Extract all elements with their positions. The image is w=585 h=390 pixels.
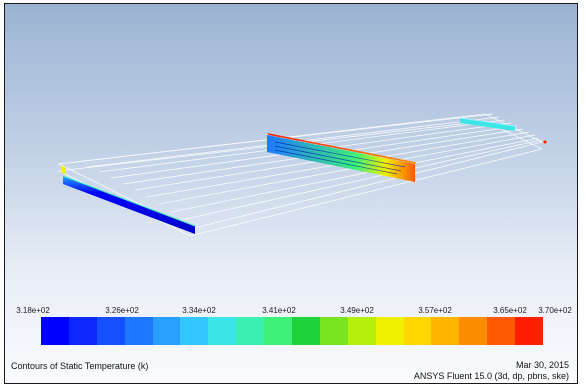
solver-info: ANSYS Fluent 15.0 (3d, dp, pbns, ske)	[413, 371, 569, 381]
colorbar-swatch	[152, 317, 181, 345]
heated-section[interactable]	[267, 133, 417, 182]
colorbar-swatch	[515, 317, 544, 345]
colorbar-tick-label: 3.34e+02	[182, 306, 216, 315]
colorbar-swatch	[208, 317, 237, 345]
graphics-window[interactable]: 3.18e+02 3.26e+02 3.34e+02 3.41e+02 3.49e+02…	[4, 3, 578, 384]
colorbar-swatch	[68, 317, 98, 345]
colorbar-tick-label: 3.57e+02	[418, 306, 452, 315]
colorbar-swatch	[41, 317, 70, 345]
colorbar-swatch	[487, 317, 516, 345]
model-viewport[interactable]	[5, 4, 577, 284]
colorbar-swatch	[459, 317, 488, 345]
colorbar-swatch	[96, 317, 126, 345]
colorbar-swatch	[236, 317, 265, 345]
contour-title: Contours of Static Temperature (k)	[11, 361, 149, 371]
colorbar-swatch	[264, 317, 293, 345]
colorbar-tick-label: 3.26e+02	[105, 306, 139, 315]
colorbar-swatch	[180, 317, 209, 345]
colorbar-swatch	[292, 317, 321, 345]
colorbar-swatch	[319, 317, 349, 345]
colorbar-tick-label: 3.49e+02	[340, 306, 374, 315]
colorbar-tick-label: 3.65e+02	[493, 306, 527, 315]
inlet-block[interactable]	[61, 166, 196, 234]
colorbar-swatch	[124, 317, 154, 345]
colorbar-tick-label: 3.18e+02	[16, 306, 50, 315]
colorbar-swatch	[431, 317, 460, 345]
colorbar-tick-label: 3.70e+02	[538, 306, 572, 315]
colorbar-swatch	[375, 317, 405, 345]
colorbar-swatch	[347, 317, 377, 345]
mesh-outline	[57, 113, 544, 237]
colorbar-tick-label: 3.41e+02	[262, 306, 296, 315]
colorbar-swatch	[403, 317, 432, 345]
outlet-block[interactable]	[459, 117, 547, 144]
caption-date: Mar 30, 2015	[515, 360, 569, 370]
